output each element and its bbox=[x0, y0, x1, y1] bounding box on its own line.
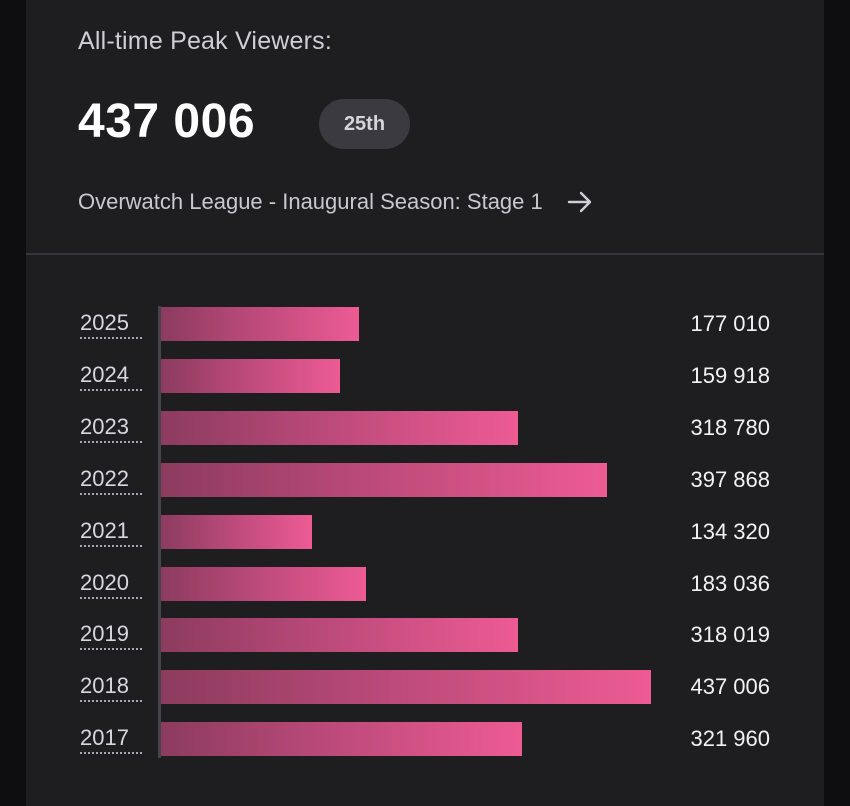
bar-value-label: 318 780 bbox=[690, 414, 770, 440]
bar-value-label: 318 019 bbox=[690, 622, 770, 648]
event-link[interactable]: Overwatch League - Inaugural Season: Sta… bbox=[78, 186, 593, 218]
bar-value-label: 134 320 bbox=[690, 518, 770, 544]
bar-value-label: 397 868 bbox=[690, 466, 770, 492]
peak-viewers-value: 437 006 bbox=[78, 95, 256, 148]
bar-value-label: 159 918 bbox=[690, 362, 770, 388]
rank-badge: 25th bbox=[319, 99, 410, 149]
bar-value-label: 321 960 bbox=[690, 726, 770, 752]
bar-value-label: 437 006 bbox=[690, 674, 770, 700]
bar-2021 bbox=[161, 514, 312, 549]
year-label[interactable]: 2019 bbox=[80, 620, 142, 651]
bar-value-label: 177 010 bbox=[690, 311, 770, 336]
year-label[interactable]: 2024 bbox=[80, 361, 142, 391]
bar-2023 bbox=[161, 410, 518, 445]
year-label[interactable]: 2018 bbox=[80, 672, 142, 703]
chart-axis-line bbox=[158, 306, 161, 758]
year-label[interactable]: 2020 bbox=[80, 569, 142, 599]
card-header: All-time Peak Viewers: 437 006 25th Over… bbox=[26, 0, 824, 253]
arrow-right-icon bbox=[567, 191, 591, 213]
event-name: Overwatch League - Inaugural Season: Sta… bbox=[78, 189, 543, 214]
bar-2019 bbox=[161, 618, 518, 653]
bar-2025 bbox=[161, 307, 359, 341]
bar-2022 bbox=[161, 462, 607, 497]
yearly-peak-chart: 2025 177 010 2024 159 918 2023 318 780 2022 397… bbox=[26, 255, 824, 806]
bar-2024 bbox=[161, 358, 340, 393]
year-label[interactable]: 2022 bbox=[80, 465, 142, 495]
year-label[interactable]: 2023 bbox=[80, 413, 142, 443]
bar-2018 bbox=[161, 670, 651, 705]
bar-value-label: 183 036 bbox=[690, 570, 770, 596]
peak-viewers-label: All-time Peak Viewers: bbox=[78, 27, 333, 55]
bar-2020 bbox=[161, 566, 366, 601]
peak-viewers-card: All-time Peak Viewers: 437 006 25th Over… bbox=[26, 0, 824, 806]
year-label[interactable]: 2017 bbox=[80, 724, 142, 755]
header-divider bbox=[26, 253, 824, 255]
year-label[interactable]: 2021 bbox=[80, 517, 142, 547]
year-label[interactable]: 2025 bbox=[80, 309, 142, 339]
bar-2017 bbox=[161, 722, 522, 757]
